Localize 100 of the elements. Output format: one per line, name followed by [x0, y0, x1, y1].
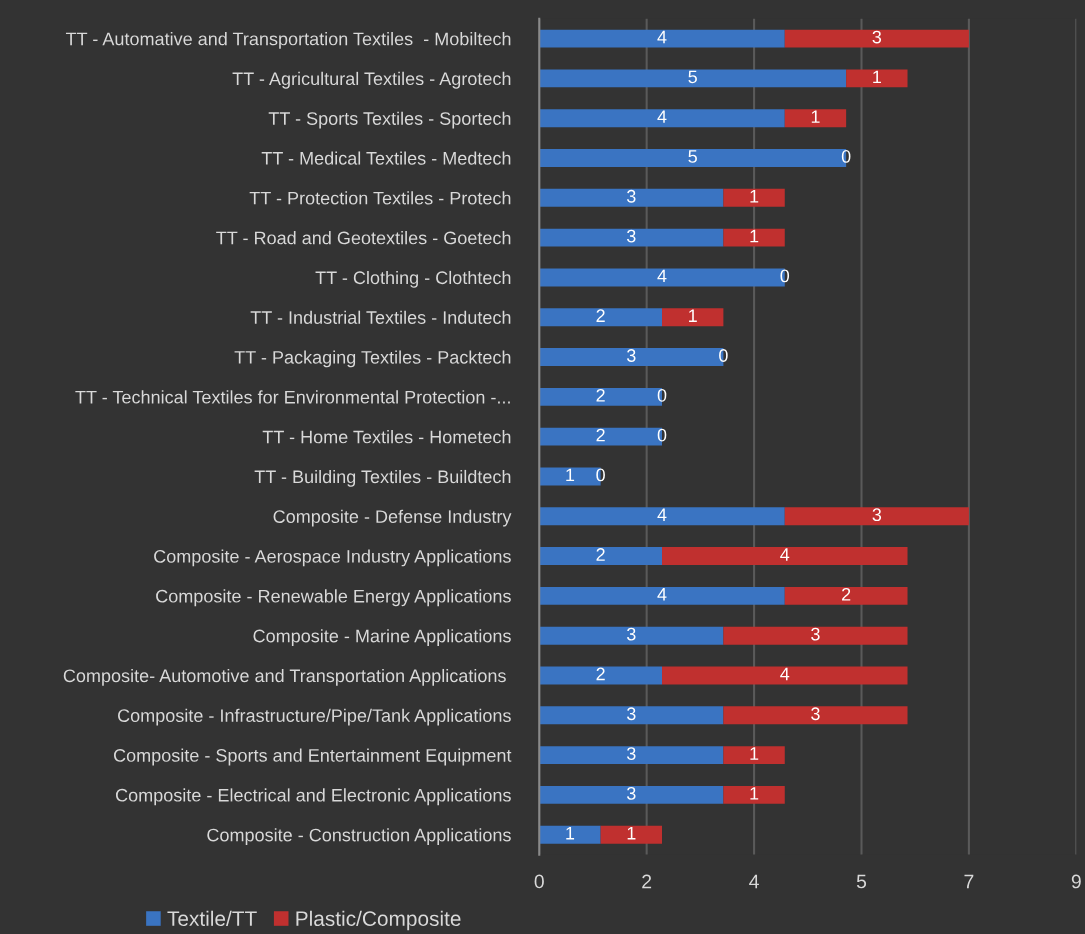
- x-tick-label: 7: [964, 874, 974, 889]
- bar: [539, 785, 724, 804]
- bar: [539, 228, 724, 247]
- data-label: 5: [688, 70, 697, 84]
- x-tick-label: 9: [1071, 874, 1081, 889]
- data-label: 1: [566, 468, 575, 482]
- data-label: 4: [657, 269, 667, 283]
- data-label: 2: [596, 309, 605, 322]
- data-label: 2: [842, 587, 851, 601]
- data-label: 0: [596, 468, 605, 482]
- y-tick-label: Composite - Sports and Entertainment Equipment: [113, 748, 512, 766]
- bar: [539, 626, 724, 645]
- data-label: 2: [596, 428, 605, 442]
- data-label: 0: [657, 428, 667, 442]
- bar: [539, 746, 724, 765]
- bar: [784, 29, 969, 48]
- y-tick-label: Composite - Defense Industry: [273, 509, 512, 527]
- bar: [539, 825, 601, 844]
- data-label: 3: [626, 349, 636, 362]
- data-label: 3: [626, 747, 636, 760]
- y-tick-label: TT - Protection Textiles - Protech: [249, 191, 511, 205]
- data-label: 1: [750, 747, 759, 760]
- bar: [723, 188, 785, 207]
- data-label: 3: [811, 627, 820, 641]
- y-tick-label: TT - Agricultural Textiles - Agrotech: [232, 71, 511, 89]
- y-tick-label: TT - Clothing - Clothtech: [315, 270, 511, 288]
- x-tick-label: 0: [534, 874, 544, 889]
- bar: [723, 785, 785, 804]
- data-label: 1: [811, 110, 820, 123]
- data-label: 4: [657, 110, 667, 123]
- bar: [539, 29, 785, 48]
- bar: [846, 69, 908, 88]
- bar: [539, 547, 662, 566]
- bar: [539, 109, 785, 128]
- x-tick-label: 5: [856, 874, 867, 889]
- bar: [662, 666, 908, 685]
- legend-label: Textile/TT: [167, 910, 257, 927]
- y-tick-label: TT - Building Textiles - Buildtech: [254, 469, 511, 487]
- y-tick-label: TT - Sports Textiles - Sportech: [268, 111, 511, 129]
- y-tick-label: TT - Home Textiles - Hometech: [262, 430, 511, 444]
- data-label: 1: [689, 309, 697, 322]
- bar: [784, 586, 908, 605]
- y-tick-label: Composite - Construction Applications: [207, 828, 511, 845]
- data-label: 3: [626, 707, 636, 721]
- data-label: 3: [626, 189, 636, 203]
- y-tick-label: TT - Road and Geotextiles - Goetech: [216, 231, 511, 245]
- bar: [539, 507, 785, 526]
- bar: [539, 188, 724, 207]
- bar: [539, 706, 724, 725]
- data-label: 5: [688, 150, 697, 163]
- data-label: 0: [719, 349, 728, 362]
- data-label: 4: [657, 508, 667, 521]
- y-tick-label: TT - Packaging Textiles - Packtech: [234, 350, 511, 368]
- data-label: 1: [750, 190, 759, 203]
- data-label: 0: [780, 269, 790, 283]
- x-tick-label: 4: [749, 874, 759, 889]
- bar: [784, 109, 847, 128]
- data-label: 1: [750, 229, 759, 243]
- data-label: 4: [780, 548, 790, 561]
- y-tick-label: TT - Automative and Transportation Textiles - Mobiltech: [65, 32, 511, 49]
- y-tick-label: Composite - Renewable Energy Applications: [156, 589, 511, 607]
- data-label: 3: [626, 229, 636, 243]
- data-label: 1: [566, 826, 575, 840]
- y-tick-label: Composite - Electrical and Electronic Applications: [116, 788, 511, 806]
- data-label: 1: [873, 70, 881, 84]
- bar: [723, 706, 908, 725]
- data-label: 4: [657, 588, 667, 601]
- bar: [539, 308, 662, 327]
- bar: [723, 746, 785, 765]
- legend-label: Plastic/Composite: [296, 910, 461, 931]
- data-label: 2: [596, 667, 605, 681]
- bar: [723, 228, 785, 247]
- y-tick-label: Composite - Marine Applications: [253, 629, 511, 646]
- data-label: 0: [657, 388, 667, 402]
- data-label: 3: [626, 627, 636, 641]
- bar: [784, 507, 969, 526]
- data-label: 3: [626, 786, 636, 800]
- y-tick-label: TT - Industrial Textiles - Indutech: [250, 310, 511, 324]
- x-tick-label: 2: [642, 874, 652, 889]
- bar: [539, 69, 847, 88]
- bar: [723, 626, 908, 645]
- bar: [600, 825, 662, 844]
- data-label: 3: [872, 508, 882, 522]
- y-tick-label: Composite- Automotive and Transportation Applications: [63, 668, 506, 686]
- y-tick-label: TT - Medical Textiles - Medtech: [261, 151, 511, 165]
- data-label: 2: [596, 388, 605, 402]
- data-label: 1: [750, 787, 759, 800]
- data-label: 3: [811, 707, 820, 721]
- bar: [662, 308, 724, 327]
- data-label: 4: [657, 30, 667, 44]
- data-label: 1: [627, 826, 636, 840]
- y-tick-label: Composite - Aerospace Industry Applications: [154, 549, 511, 567]
- data-label: 3: [872, 30, 882, 44]
- bar: [662, 547, 908, 566]
- y-tick-label: TT - Technical Textiles for Environmental Protection -...: [75, 390, 510, 404]
- data-label: 2: [596, 548, 605, 561]
- y-tick-label: Composite - Infrastructure/Pipe/Tank Applications: [118, 708, 511, 726]
- data-label: 4: [780, 667, 790, 681]
- bar: [539, 666, 662, 685]
- bar: [539, 586, 785, 605]
